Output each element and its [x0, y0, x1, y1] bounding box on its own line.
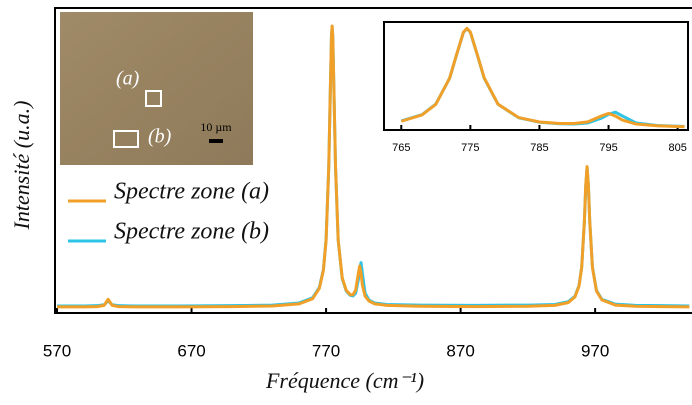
inset-plot: 765 775 785 795 805 [383, 21, 689, 154]
inset-frame [383, 21, 689, 131]
x-tick-label: 670 [177, 341, 205, 360]
series-line [57, 24, 690, 309]
x-tick-label: 805 [668, 142, 686, 154]
x-axis-label: Fréquence (cm⁻¹) [265, 368, 424, 393]
zone-box [145, 90, 162, 107]
zone-label: (a) [116, 68, 140, 90]
x-tick-label: 970 [581, 341, 609, 360]
inset-background [384, 22, 688, 130]
x-tick-label: 795 [599, 142, 617, 154]
series-line [400, 26, 685, 129]
legend-label: Spectre zone (a) [114, 179, 269, 205]
x-tick-label: 765 [392, 142, 410, 154]
x-tick-label: 770 [312, 341, 340, 360]
zone-box [113, 130, 139, 148]
scale-bar [209, 139, 223, 143]
axis-frame [54, 7, 692, 314]
zone-label: (b) [148, 126, 172, 148]
x-tick-label: 785 [530, 142, 548, 154]
micrograph: (a) (b) 10 µm [60, 12, 253, 165]
x-tick-label: 870 [446, 341, 474, 360]
main-plot: 570 670 770 870 970 [43, 7, 692, 360]
scale-bar-label: 10 µm [200, 120, 232, 134]
legend-label: Spectre zone (b) [114, 219, 269, 245]
x-tick-label: 775 [461, 142, 479, 154]
y-axis-label: Intensité (u.a.) [9, 101, 34, 231]
x-tick-label: 570 [43, 341, 71, 360]
legend: Spectre zone (a) Spectre zone (b) [68, 179, 269, 245]
